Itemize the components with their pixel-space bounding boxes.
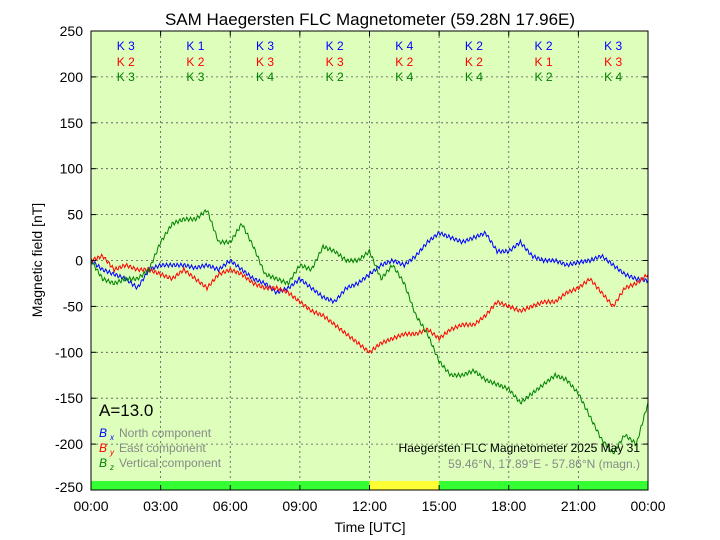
- x-tick-label: 09:00: [282, 498, 317, 514]
- legend-subscript-z: z: [109, 463, 114, 472]
- x-tick-label: 18:00: [491, 498, 526, 514]
- legend-symbol-y: B: [99, 441, 107, 455]
- k-index-y: K 2: [395, 55, 413, 69]
- a-index: A=13.0: [99, 401, 153, 420]
- series-line-z: [90, 208, 649, 455]
- series-line-x: [90, 230, 649, 305]
- k-index-x: K 2: [465, 39, 483, 53]
- k-index-x: K 2: [535, 39, 553, 53]
- legend-symbol-z: B: [99, 456, 107, 470]
- k-index-y: K 3: [326, 55, 344, 69]
- activity-segment-yellow: [369, 481, 440, 490]
- y-tick-label: -150: [55, 390, 83, 406]
- y-tick-label: -50: [63, 298, 83, 314]
- legend-subscript-y: y: [109, 448, 115, 457]
- x-tick-label: 00:00: [630, 498, 665, 514]
- k-index-z: K 3: [186, 70, 204, 84]
- activity-segment-green: [160, 481, 231, 490]
- k-index-z: K 4: [465, 70, 483, 84]
- y-tick-label: 0: [75, 253, 83, 269]
- k-index-z: K 4: [395, 70, 413, 84]
- activity-segment-green: [508, 481, 579, 490]
- k-index-y: K 3: [256, 55, 274, 69]
- k-index-z: K 2: [326, 70, 344, 84]
- legend-label-z: Vertical component: [119, 456, 222, 470]
- k-index-z: K 4: [256, 70, 274, 84]
- station-annotation: Haegersten FLC Magnetometer 2025 May 31: [399, 441, 641, 455]
- x-tick-label: 00:00: [73, 498, 108, 514]
- k-index-x: K 3: [117, 39, 135, 53]
- activity-segment-green: [439, 481, 509, 490]
- activity-segment-green: [230, 481, 300, 490]
- x-tick-label: 12:00: [352, 498, 387, 514]
- y-tick-label: 100: [60, 161, 84, 177]
- y-axis-label: Magnetic field [nT]: [29, 203, 45, 317]
- y-tick-label: -100: [55, 344, 83, 360]
- k-index-z: K 3: [117, 70, 135, 84]
- activity-segment-green: [299, 481, 370, 490]
- chart-title: SAM Haegersten FLC Magnetometer (59.28N …: [165, 10, 575, 29]
- legend-subscript-x: x: [109, 433, 115, 442]
- y-tick-label: 250: [60, 23, 84, 39]
- activity-segment-green: [578, 481, 648, 490]
- x-tick-label: 06:00: [213, 498, 248, 514]
- x-tick-label: 21:00: [561, 498, 596, 514]
- k-index-y: K 2: [117, 55, 135, 69]
- k-index-y: K 2: [186, 55, 204, 69]
- x-tick-label: 15:00: [422, 498, 457, 514]
- legend-label-x: North component: [119, 426, 212, 440]
- coords-annotation: 59.46°N, 17.89°E - 57.86°N (magn.): [448, 457, 640, 471]
- x-axis-label: Time [UTC]: [334, 519, 405, 535]
- k-index-x: K 3: [256, 39, 274, 53]
- k-index-x: K 4: [395, 39, 413, 53]
- k-index-y: K 2: [465, 55, 483, 69]
- legend-label-y: East component: [119, 441, 206, 455]
- k-index-x: K 3: [604, 39, 622, 53]
- y-tick-label: 50: [67, 207, 83, 223]
- k-index-x: K 1: [186, 39, 204, 53]
- k-index-y: K 3: [604, 55, 622, 69]
- k-index-z: K 2: [535, 70, 553, 84]
- y-tick-label: -200: [55, 436, 83, 452]
- legend-symbol-x: B: [99, 426, 107, 440]
- x-tick-label: 03:00: [143, 498, 178, 514]
- y-tick-label: 150: [60, 115, 84, 131]
- series-line-y: [90, 253, 649, 355]
- y-tick-label: -250: [55, 479, 83, 495]
- k-index-y: K 1: [535, 55, 553, 69]
- y-tick-label: 200: [60, 69, 84, 85]
- k-index-x: K 2: [326, 39, 344, 53]
- k-index-z: K 4: [604, 70, 622, 84]
- activity-segment-green: [91, 481, 161, 490]
